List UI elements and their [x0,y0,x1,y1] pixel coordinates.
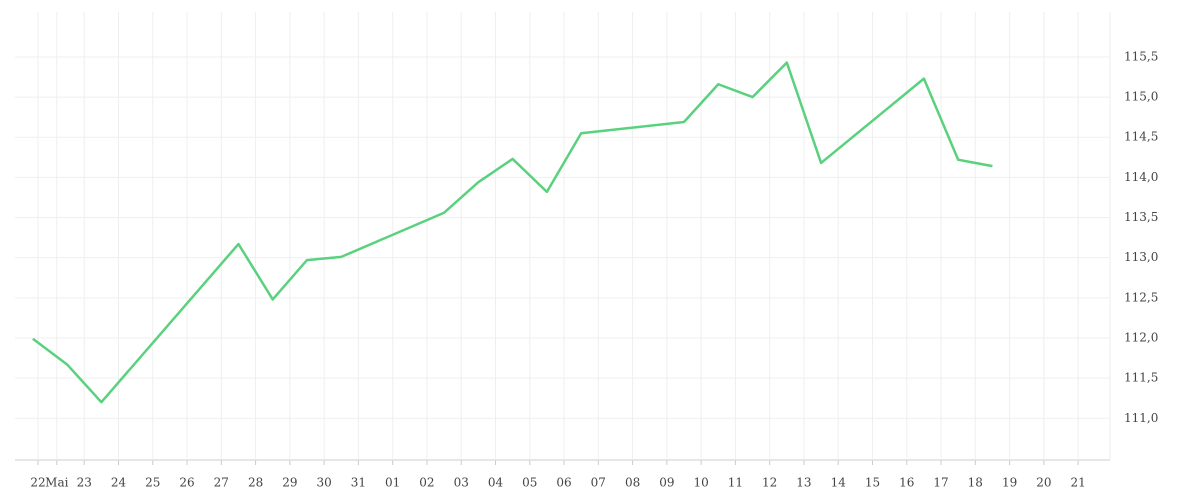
x-tick-label: 17 [933,476,948,490]
y-tick-label: 113,5 [1124,210,1158,224]
y-tick-label: 112,5 [1124,290,1158,304]
x-tick-label: 04 [488,476,504,490]
x-tick-label: 28 [248,476,263,490]
x-tick-label: 01 [385,476,400,490]
y-tick-label: 115,5 [1124,49,1158,63]
x-tick-label: 09 [659,476,674,490]
x-tick-label: 02 [419,476,434,490]
x-tick-label: 03 [454,476,469,490]
x-tick-label: 12 [762,476,777,490]
x-tick-label: 15 [865,476,880,490]
x-tick-label: 06 [556,476,571,490]
y-tick-label: 114,0 [1124,170,1158,184]
x-tick-label: 19 [1002,476,1017,490]
y-tick-label: 114,5 [1124,130,1158,144]
x-tick-label: 14 [831,476,847,490]
price-line [32,61,993,404]
y-tick-label: 112,0 [1124,330,1158,344]
x-tick-label: 10 [693,476,708,490]
x-tick-label: 07 [591,476,606,490]
x-tick-label: 13 [796,476,811,490]
x-tick-label: 22 [30,476,45,490]
y-tick-label: 113,0 [1124,250,1158,264]
x-tick-label: 25 [145,476,160,490]
x-tick-label: 24 [111,476,127,490]
x-tick-label: 05 [522,476,537,490]
x-tick-label: 27 [214,476,229,490]
x-tick-label: 23 [77,476,92,490]
x-tick-label: Mai [45,476,68,490]
x-tick-label: 20 [1036,476,1051,490]
y-tick-label: 115,0 [1124,90,1158,104]
y-tick-label: 111,5 [1124,371,1158,385]
x-tick-label: 21 [1070,476,1085,490]
x-tick-label: 29 [282,476,297,490]
x-tick-label: 08 [625,476,640,490]
x-tick-label: 26 [179,476,194,490]
x-tick-label: 16 [899,476,914,490]
x-tick-label: 18 [968,476,983,490]
x-tick-label: 30 [316,476,331,490]
x-tick-label: 11 [728,476,743,490]
y-tick-label: 111,0 [1124,411,1158,425]
x-tick-label: 31 [351,476,366,490]
